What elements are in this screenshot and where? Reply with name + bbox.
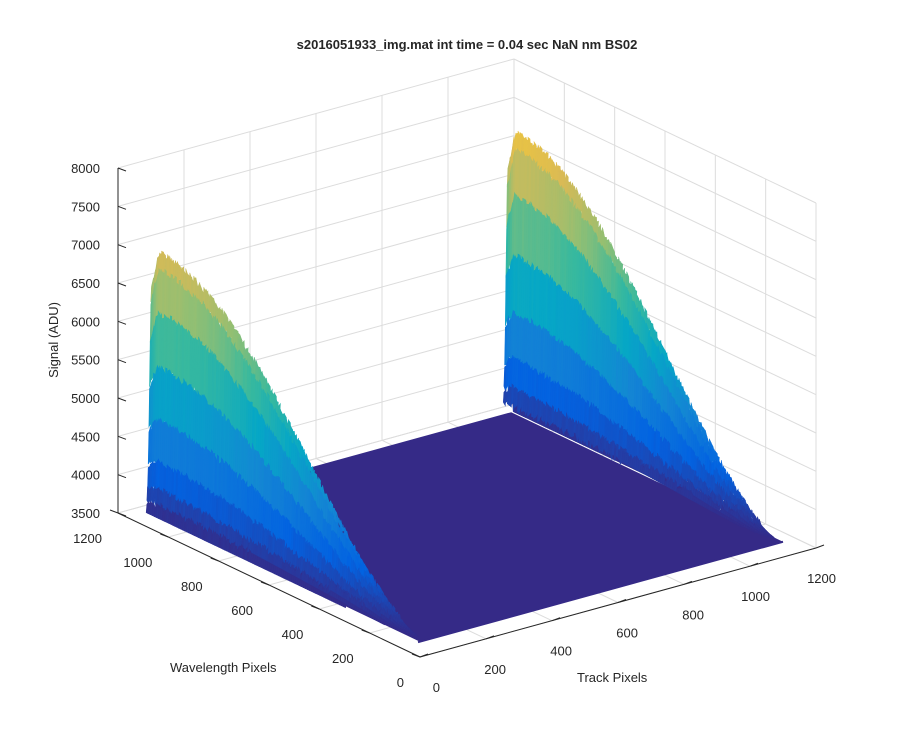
x-tick-label: 800 bbox=[682, 607, 704, 622]
y-tick-mark bbox=[260, 581, 270, 586]
surface-patch bbox=[575, 420, 579, 443]
x-tick-label: 600 bbox=[616, 626, 638, 641]
y-tick-label: 1200 bbox=[73, 531, 102, 546]
grid-line bbox=[513, 135, 817, 281]
y-tick-label: 600 bbox=[231, 603, 253, 618]
grid-line bbox=[117, 173, 515, 284]
z-tick-label: 5000 bbox=[71, 391, 100, 406]
surface-patch bbox=[609, 440, 614, 461]
surface-patch bbox=[585, 424, 589, 447]
y-tick-mark bbox=[311, 605, 320, 610]
x-tick-label: 400 bbox=[550, 644, 572, 659]
z-tick-mark bbox=[117, 282, 127, 287]
z-tick-label: 8000 bbox=[71, 161, 100, 176]
surface-patch bbox=[611, 249, 615, 265]
z-tick-mark bbox=[117, 320, 127, 325]
y-tick-mark bbox=[109, 509, 119, 514]
surface-patch bbox=[343, 602, 347, 609]
x-tick-label: 1200 bbox=[807, 571, 836, 586]
surface-layer bbox=[145, 130, 784, 644]
z-tick-mark bbox=[117, 205, 127, 210]
z-tick-mark bbox=[117, 167, 127, 172]
y-tick-label: 1000 bbox=[123, 555, 152, 570]
surface-patch bbox=[678, 378, 682, 392]
grid-line bbox=[117, 96, 515, 207]
grid-line bbox=[117, 58, 515, 169]
surface-patch bbox=[702, 428, 706, 440]
y-tick-label: 200 bbox=[332, 651, 354, 666]
z-tick-label: 7000 bbox=[71, 238, 100, 253]
y-tick-label: 400 bbox=[282, 627, 304, 642]
y-tick-mark bbox=[411, 653, 421, 658]
y-tick-mark bbox=[160, 533, 169, 538]
x-tick-label: 200 bbox=[484, 662, 506, 677]
z-tick-label: 6500 bbox=[71, 276, 100, 291]
z-tick-mark bbox=[117, 244, 127, 249]
chart-title: s2016051933_img.mat int time = 0.04 sec … bbox=[297, 37, 638, 52]
surface-patch bbox=[611, 440, 616, 456]
surface-patch bbox=[682, 387, 686, 400]
y-tick-mark bbox=[361, 629, 370, 634]
z-tick-mark bbox=[117, 474, 127, 479]
z-axis-label: Signal (ADU) bbox=[46, 302, 61, 378]
surface-patch bbox=[514, 133, 519, 151]
surface-patch bbox=[688, 404, 692, 409]
y-axis-label: Wavelength Pixels bbox=[170, 660, 277, 675]
y-tick-label: 800 bbox=[181, 579, 203, 594]
surface-patch bbox=[579, 196, 583, 212]
grid-line bbox=[117, 135, 515, 246]
x-tick-mark bbox=[815, 544, 825, 549]
y-tick-label: 0 bbox=[397, 675, 404, 690]
z-tick-mark bbox=[117, 359, 127, 364]
z-tick-label: 6000 bbox=[71, 314, 100, 329]
surface-patch bbox=[707, 489, 711, 497]
surface-patch bbox=[647, 320, 652, 330]
grid-line bbox=[513, 96, 817, 242]
z-tick-mark bbox=[117, 435, 127, 440]
x-tick-label: 0 bbox=[433, 680, 440, 695]
surface-patch bbox=[655, 336, 660, 346]
z-tick-label: 4500 bbox=[71, 429, 100, 444]
surface-patch bbox=[700, 422, 704, 435]
z-tick-mark bbox=[117, 512, 127, 517]
z-tick-label: 5500 bbox=[71, 353, 100, 368]
z-tick-mark bbox=[117, 397, 127, 402]
x-tick-label: 1000 bbox=[741, 589, 770, 604]
x-axis-label: Track Pixels bbox=[577, 670, 648, 685]
grid-line bbox=[513, 58, 817, 204]
z-tick-label: 3500 bbox=[71, 506, 100, 521]
z-tick-label: 7500 bbox=[71, 199, 100, 214]
z-tick-label: 4000 bbox=[71, 468, 100, 483]
y-tick-mark bbox=[210, 557, 219, 562]
